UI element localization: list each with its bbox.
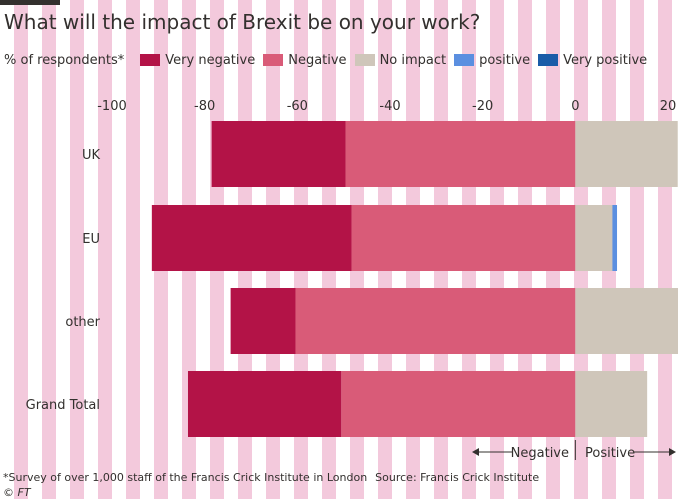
legend-label-very-positive: Very positive: [563, 52, 648, 68]
bar-negative-grand-total: [341, 371, 576, 437]
legend-swatch-very-negative: [140, 54, 161, 66]
bar-very-negative-uk: [211, 121, 346, 187]
x-tick-label: -100: [97, 99, 127, 114]
footnote: *Survey of over 1,000 staff of the Franc…: [3, 471, 539, 484]
bar-no-impact-uk: [575, 121, 678, 187]
category-label-uk: UK: [82, 148, 101, 163]
legend-swatch-positive: [454, 54, 475, 66]
legend-swatch-very-positive: [538, 54, 559, 66]
legend-item-positive: positive: [454, 53, 530, 68]
y-axis-unit-label: % of respondents*: [4, 52, 125, 68]
legend-item-very-negative: Very negative: [140, 53, 255, 68]
legend-swatch-no-impact: [354, 54, 375, 66]
x-tick-label: 20: [660, 99, 677, 114]
category-label-eu: EU: [82, 232, 100, 247]
header-rule: [0, 0, 60, 5]
bar-no-impact-other: [575, 288, 678, 354]
legend-label-very-negative: Very negative: [165, 52, 256, 68]
survey-note: *Survey of over 1,000 staff of the Franc…: [3, 471, 368, 484]
bar-very-negative-other: [230, 288, 296, 354]
bar-very-negative-eu: [151, 205, 352, 271]
x-tick-label: -60: [287, 99, 308, 114]
bar-negative-uk: [345, 121, 576, 187]
legend-swatch-negative: [263, 54, 284, 66]
positive-arrow-head: [669, 448, 676, 456]
x-tick-label: 0: [571, 99, 579, 114]
ft-credit: © FT: [3, 486, 31, 499]
x-tick-label: -80: [194, 99, 215, 114]
legend-item-no-impact: No impact: [354, 52, 447, 68]
chart-title: What will the impact of Brexit be on you…: [4, 10, 481, 34]
negative-arrow-head: [472, 448, 479, 456]
legend-item-negative: Negative: [263, 52, 347, 68]
bar-no-impact-eu: [575, 205, 613, 271]
legend-label-negative: Negative: [288, 52, 347, 68]
x-tick-label: -20: [472, 99, 493, 114]
positive-direction-label: Positive: [585, 446, 635, 461]
source-note: Source: Francis Crick Institute: [375, 471, 540, 484]
legend-item-very-positive: Very positive: [538, 53, 647, 68]
bar-very-negative-grand-total: [187, 371, 342, 437]
legend: % of respondents* Very negative Negative…: [4, 50, 655, 70]
bar-negative-eu: [351, 205, 576, 271]
bar-no-impact-grand-total: [575, 371, 648, 437]
bar-negative-other: [295, 288, 576, 354]
category-label-grand-total: Grand Total: [26, 398, 100, 413]
x-tick-label: -40: [379, 99, 400, 114]
legend-label-no-impact: No impact: [379, 52, 447, 68]
bar-positive-eu: [612, 205, 618, 271]
negative-direction-label: Negative: [511, 446, 569, 461]
category-label-other: other: [65, 315, 100, 330]
legend-label-positive: positive: [479, 52, 531, 68]
